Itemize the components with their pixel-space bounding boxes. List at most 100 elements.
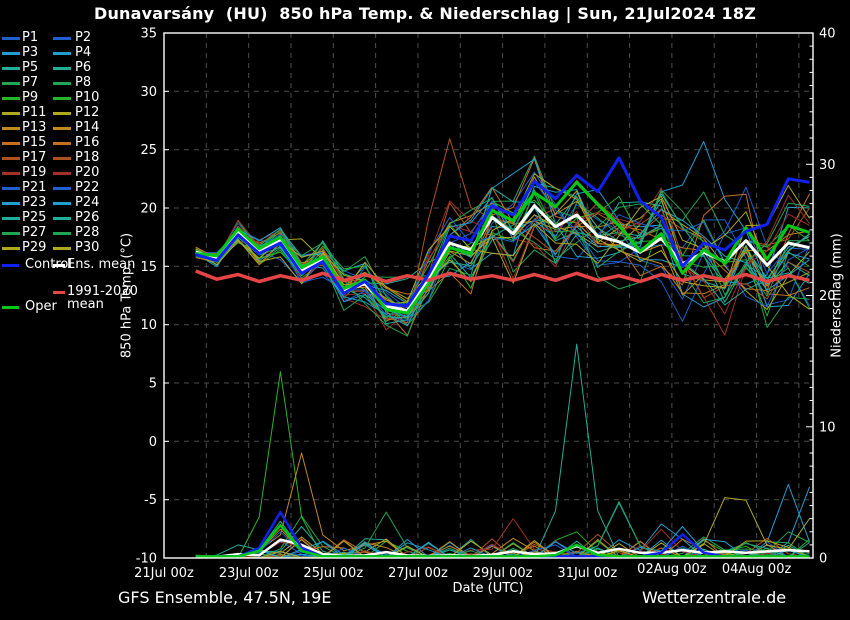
svg-text:-5: -5 [144, 493, 157, 508]
svg-text:10: 10 [140, 318, 157, 333]
legend-item-p20: P20 [75, 165, 100, 180]
legend-item-p28: P28 [75, 225, 100, 240]
legend-swatch-p24 [53, 202, 71, 205]
svg-text:30: 30 [140, 85, 157, 100]
svg-text:35: 35 [140, 27, 157, 42]
legend-swatch-p20 [53, 172, 71, 175]
legend-item-p26: P26 [75, 210, 100, 225]
legend-swatch-p25 [2, 217, 20, 220]
x-axis-title: Date (UTC) [452, 581, 524, 596]
legend-item-p19: P19 [22, 165, 47, 180]
legend-swatch-p6 [53, 67, 71, 70]
branding: Wetterzentrale.de [642, 588, 787, 607]
legend-swatch-p11 [2, 112, 20, 115]
svg-text:40: 40 [819, 27, 836, 42]
svg-text:23Jul 00z: 23Jul 00z [219, 566, 279, 581]
legend-swatch-p13 [2, 127, 20, 130]
frame-and-ticks: 35 30 25 20 15 10 5 0 -5 -10 0 10 20 30 40 21Jul 00z 23J… [134, 27, 835, 582]
control-temp-line [195, 156, 810, 308]
legend-swatch-p2 [53, 37, 71, 40]
legend-item-p24: P24 [75, 195, 100, 210]
legend-item-control: Control [25, 257, 72, 272]
legend-item-ens-mean: Ens. mean [67, 257, 136, 272]
model-info: GFS Ensemble, 47.5N, 19E [118, 588, 332, 607]
legend-swatch-p9 [2, 97, 20, 100]
legend-item-p14: P14 [75, 120, 100, 135]
legend-swatch-p22 [53, 187, 71, 190]
legend-swatch-control [2, 264, 19, 267]
legend-item-p17: P17 [22, 150, 47, 165]
legend-swatch-p17 [2, 157, 20, 160]
legend-swatch-p30 [53, 247, 71, 250]
legend-swatch-p18 [53, 157, 71, 160]
legend-swatch-p14 [53, 127, 71, 130]
legend-swatch-p21 [2, 187, 20, 190]
legend-swatch-p27 [2, 232, 20, 235]
legend-item-p27: P27 [22, 225, 47, 240]
svg-text:27Jul 00z: 27Jul 00z [388, 566, 448, 581]
temp-line-p28 [195, 189, 810, 319]
legend-item-p22: P22 [75, 180, 100, 195]
legend-swatch-ens-mean [53, 264, 65, 267]
legend-item-p12: P12 [75, 105, 100, 120]
svg-text:21Jul 00z: 21Jul 00z [134, 566, 194, 581]
gridlines [164, 33, 813, 558]
legend-item-p15: P15 [22, 135, 47, 150]
svg-text:15: 15 [140, 260, 157, 275]
svg-text:25: 25 [140, 143, 157, 158]
svg-text:0: 0 [149, 435, 157, 450]
temp-line-p22 [195, 214, 810, 308]
temp-line-p17 [195, 138, 810, 324]
legend-swatch-p4 [53, 52, 71, 55]
legend-swatch-p12 [53, 112, 71, 115]
legend: P1 P2 P3 P4 P5 P6 P7 P8 P9 P10 P11 P12 P13 P14 P15 P16 P… [0, 0, 164, 620]
svg-text:04Aug 00z: 04Aug 00z [722, 562, 792, 577]
control-temp [195, 156, 810, 308]
svg-text:02Aug 00z: 02Aug 00z [637, 562, 707, 577]
svg-text:10: 10 [819, 420, 836, 435]
oper-temp-line [195, 180, 810, 315]
legend-swatch-p29 [2, 247, 20, 250]
legend-item-p7: P7 [22, 75, 39, 90]
legend-item-p29: P29 [22, 240, 47, 255]
left-axis-title: 850 hPa Temp. (°C) [119, 232, 135, 359]
legend-item-p10: P10 [75, 90, 100, 105]
legend-item-p9: P9 [22, 90, 39, 105]
climate-mean-temp [195, 269, 810, 284]
climate-mean-line [195, 269, 810, 284]
legend-swatch-p7 [2, 82, 20, 85]
legend-item-p16: P16 [75, 135, 100, 150]
legend-item-p1: P1 [22, 30, 39, 45]
svg-text:0: 0 [819, 552, 827, 567]
legend-item-climate-mean-line1: 1991-2020 [67, 284, 138, 299]
oper-temp [195, 180, 810, 315]
legend-item-p18: P18 [75, 150, 100, 165]
legend-item-p4: P4 [75, 45, 92, 60]
legend-item-p11: P11 [22, 105, 47, 120]
legend-item-p8: P8 [75, 75, 92, 90]
plot-frame [163, 32, 814, 559]
legend-item-p30: P30 [75, 240, 100, 255]
legend-item-p13: P13 [22, 120, 47, 135]
legend-swatch-climate-mean [53, 291, 65, 294]
legend-swatch-p28 [53, 232, 71, 235]
legend-swatch-p5 [2, 67, 20, 70]
legend-swatch-p26 [53, 217, 71, 220]
svg-text:31Jul 00z: 31Jul 00z [557, 566, 617, 581]
svg-text:30: 30 [819, 158, 836, 173]
legend-item-oper: Oper [25, 299, 57, 314]
legend-swatch-p10 [53, 97, 71, 100]
legend-item-p3: P3 [22, 45, 39, 60]
right-axis-title: Niederschlag (mm) [829, 233, 845, 358]
legend-swatch-p23 [2, 202, 20, 205]
svg-text:25Jul 00z: 25Jul 00z [303, 566, 363, 581]
legend-swatch-p16 [53, 142, 71, 145]
svg-text:20: 20 [140, 202, 157, 217]
oper-precip [195, 523, 810, 558]
svg-text:-10: -10 [136, 552, 157, 567]
legend-swatch-p1 [2, 37, 20, 40]
legend-swatch-p8 [53, 82, 71, 85]
legend-item-p21: P21 [22, 180, 47, 195]
